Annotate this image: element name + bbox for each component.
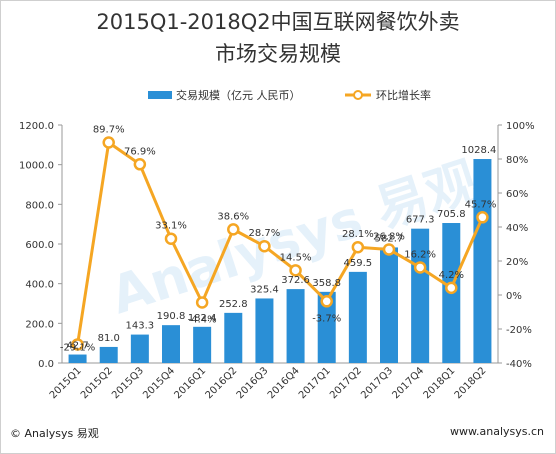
bar [99,346,118,363]
bar [68,354,87,363]
y-left-tick-label: 200.0 [25,319,54,330]
bar [411,228,430,363]
bar-value-label: 459.5 [344,258,373,269]
bar-value-label: 182.4 [188,313,217,324]
growth-point [320,295,333,308]
y-right-tick-label: 40% [506,223,528,234]
x-tick-label: 2016Q4 [266,365,302,401]
growth-point [227,223,240,236]
y-right-tick-label: 0% [506,291,522,302]
x-tick-label: 2016Q1 [172,365,208,401]
bar-value-label: 677.3 [406,215,435,226]
chart-title-line2: 市场交易规模 [215,42,341,66]
y-right-tick-label: 20% [506,257,528,268]
x-tick-label: 2016Q3 [235,365,271,401]
growth-point [258,239,271,253]
bar-value-label: 42.7 [66,341,88,352]
y-right-tick-label: 100% [506,121,535,132]
growth-point [413,261,427,274]
y-left-tick-label: 600.0 [25,240,54,251]
x-tick-label: 2015Q1 [48,365,84,401]
bar-value-label: 358.8 [312,278,341,289]
x-tick-label: 2017Q3 [359,365,395,401]
bar-value-label: 705.8 [437,209,466,220]
y-right-tick-label: 60% [506,189,528,200]
growth-point [195,296,209,309]
growth-value-label: 16.2% [404,249,436,260]
growth-point [445,281,458,295]
bar [224,312,243,363]
y-left-tick-label: 1000.0 [19,161,54,172]
x-tick-label: 2016Q2 [204,365,240,401]
bar [473,159,492,363]
growth-value-label: 4.2% [439,270,464,281]
bar [162,325,180,363]
bar [255,298,274,363]
growth-value-label: -29.1% [60,342,95,353]
growth-value-label: 14.5% [280,252,312,263]
y-left-tick-label: 1200.0 [19,121,54,132]
bar-value-label: 143.3 [126,321,155,332]
bar-value-label: 252.8 [219,299,248,310]
bar [348,271,367,363]
bar-value-label: 190.8 [157,311,186,322]
bar [193,326,212,363]
x-tick-label: 2015Q3 [110,365,146,401]
bar [130,334,149,363]
bar-value-label: 582.7 [375,233,404,244]
growth-value-label: 38.6% [217,211,249,222]
footer-website: www.analysys.cn [450,425,544,438]
legend-line-marker [353,90,363,100]
growth-point [476,211,489,224]
footer-copyright: © Analysys 易观 [10,427,99,440]
x-tick-label: 2018Q1 [422,365,458,401]
bar-value-label: 81.0 [98,333,120,344]
bar-value-label: 1028.4 [461,145,496,156]
growth-point [71,338,84,351]
growth-value-label: 76.9% [124,146,156,157]
growth-point [351,240,365,254]
x-tick-label: 2017Q4 [390,365,426,401]
legend-bar-label: 交易规模（亿元 人民币） [176,88,301,102]
growth-value-label: 26.8% [373,231,405,242]
y-right-tick-label: -40% [506,359,532,370]
y-left-tick-label: 0.0 [38,359,54,370]
growth-value-label: 28.7% [249,228,281,239]
y-right-tick-label: 80% [506,155,528,166]
y-right-tick-label: -20% [506,325,532,336]
growth-value-label: 45.7% [465,199,497,210]
growth-point [164,232,178,245]
bar [317,291,336,363]
growth-value-label: 89.7% [93,125,125,136]
growth-point [382,243,396,256]
x-tick-label: 2015Q2 [79,365,115,401]
growth-point [133,158,147,171]
bar [380,247,398,363]
chart-title-line1: 2015Q1-2018Q2中国互联网餐饮外卖 [96,10,460,34]
legend-bar-swatch [148,91,172,99]
y-left-tick-label: 800.0 [25,200,54,211]
bar-value-label: 372.6 [281,275,310,286]
legend-line-label: 环比增长率 [376,88,431,102]
x-tick-label: 2017Q2 [328,365,364,401]
growth-value-label: -3.7% [312,313,341,324]
bar-value-label: 325.4 [250,284,279,295]
x-tick-label: 2018Q2 [453,365,489,401]
y-left-tick-label: 400.0 [25,280,54,291]
growth-value-label: 28.1% [342,229,374,240]
bar [286,289,305,363]
growth-value-label: 33.1% [155,221,187,232]
x-tick-label: 2015Q4 [141,365,177,401]
growth-value-label: -4.4% [188,314,217,325]
growth-point [289,264,302,277]
x-tick-label: 2017Q1 [297,365,333,401]
growth-point [102,136,115,149]
